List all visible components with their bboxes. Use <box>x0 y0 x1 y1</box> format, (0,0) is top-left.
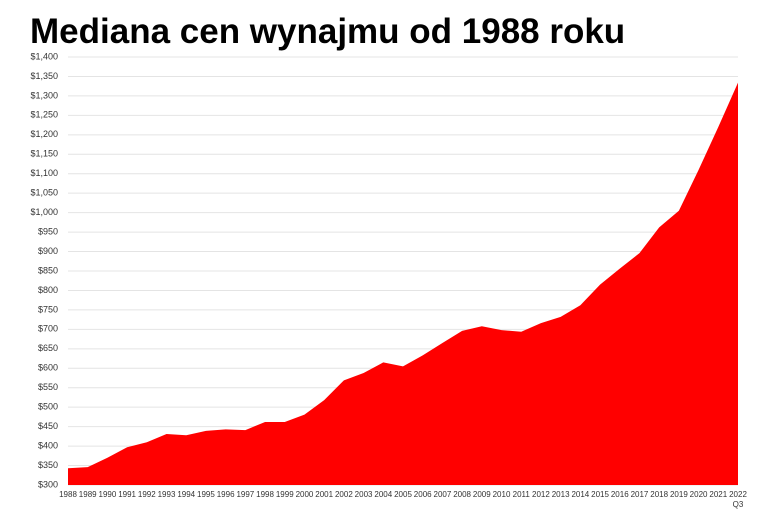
y-tick-label: $900 <box>38 246 58 256</box>
x-tick-label: 1992 <box>137 490 156 499</box>
y-tick-label: $800 <box>38 285 58 295</box>
y-tick-label: $300 <box>38 479 58 489</box>
x-tick-label: 2019 <box>669 490 688 499</box>
x-tick-label: 1999 <box>275 490 294 499</box>
y-tick-label: $700 <box>38 324 58 334</box>
y-tick-label: $1,000 <box>30 207 58 217</box>
y-tick-label: $850 <box>38 265 58 275</box>
x-tick-label: 1990 <box>98 490 117 499</box>
x-tick-label: 2016 <box>610 490 629 499</box>
y-tick-label: $400 <box>38 440 58 450</box>
y-tick-label: $500 <box>38 402 58 412</box>
x-tick-label: 2008 <box>453 490 471 499</box>
x-tick-label: 1988 <box>59 490 77 499</box>
area <box>68 82 738 486</box>
x-tick-label: 2007 <box>433 490 452 499</box>
y-tick-label: $350 <box>38 460 58 470</box>
x-tick-label: 2020 <box>689 490 708 499</box>
x-tick-label: 2022 Q3 <box>729 490 747 509</box>
y-tick-label: $1,400 <box>30 51 58 61</box>
x-tick-label: 2002 <box>334 490 353 499</box>
x-tick-label: 2003 <box>354 490 373 499</box>
x-tick-label: 2004 <box>374 490 393 499</box>
x-tick-label: 2012 <box>532 490 550 499</box>
y-tick-label: $1,100 <box>30 168 58 178</box>
x-tick-label: 1991 <box>118 490 136 499</box>
x-tick-label: 2013 <box>551 490 570 499</box>
y-tick-label: $1,250 <box>30 110 58 120</box>
x-tick-label: 2021 <box>709 490 728 499</box>
y-tick-label: $550 <box>38 382 58 392</box>
y-tick-label: $1,050 <box>30 188 58 198</box>
x-tick-label: 2001 <box>315 490 334 499</box>
y-tick-label: $600 <box>38 363 58 373</box>
x-tick-label: 1993 <box>157 490 176 499</box>
x-tick-label: 1998 <box>256 490 274 499</box>
x-tick-label: 2017 <box>630 490 649 499</box>
x-tick-label: 2010 <box>492 490 511 499</box>
x-tick-label: 2005 <box>394 490 412 499</box>
y-tick-label: $450 <box>38 421 58 431</box>
y-tick-label: $1,300 <box>30 90 58 100</box>
y-tick-label: $650 <box>38 343 58 353</box>
x-tick-label: 1994 <box>177 490 196 499</box>
x-tick-label: 2009 <box>472 490 491 499</box>
x-tick-label: 1995 <box>197 490 215 499</box>
x-tick-label: 1989 <box>78 490 97 499</box>
x-tick-label: 2015 <box>591 490 609 499</box>
x-tick-label: 2018 <box>650 490 669 499</box>
y-tick-label: $750 <box>38 304 58 314</box>
y-tick-label: $1,350 <box>30 71 58 81</box>
x-tick-label: 2011 <box>512 490 530 499</box>
y-tick-label: $1,200 <box>30 129 58 139</box>
chart-title: Mediana cen wynajmu od 1988 roku <box>30 12 625 51</box>
y-tick-label: $950 <box>38 226 58 236</box>
x-tick-label: 1997 <box>236 490 255 499</box>
y-tick-label: $1,150 <box>30 149 58 159</box>
x-tick-label: 1996 <box>216 490 235 499</box>
x-tick-label: 2006 <box>413 490 432 499</box>
x-tick-label: 2014 <box>571 490 590 499</box>
x-tick-label: 2000 <box>295 490 314 499</box>
